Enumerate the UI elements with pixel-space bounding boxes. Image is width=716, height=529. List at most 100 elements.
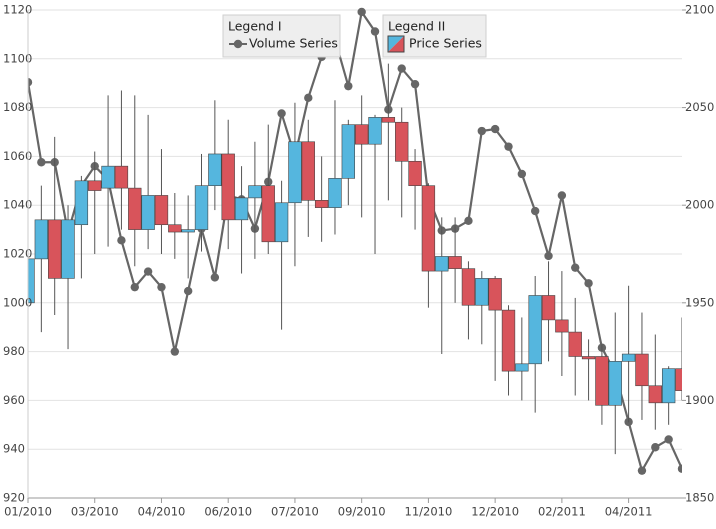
candle-body [181,229,195,233]
line-point [277,109,286,118]
line-point [544,251,553,261]
y-tick-label: 1060 [3,149,32,163]
line-point [37,158,46,167]
line-point [530,206,540,216]
candle-body [488,278,502,311]
line-point [677,464,682,473]
candle-body [475,278,489,306]
x-tick-label: 02/2011 [538,505,586,519]
candle-body [141,195,155,230]
candle-body [61,219,75,279]
candle-body [48,219,62,279]
candle-body [661,368,676,404]
candle-body [248,185,262,199]
y-tick-label: 960 [3,393,25,407]
candle-body [341,124,356,179]
y-tick-label: 1020 [3,247,32,261]
candle-body [368,117,382,145]
x-tick-label: 01/2010 [4,505,52,519]
candle-body [635,353,649,387]
candle-body [261,185,275,243]
line-point [157,282,166,292]
candle-body [88,180,102,191]
y-tick-label: 1000 [3,295,32,309]
line-point [464,216,473,226]
candle-body [328,178,342,208]
candle-body [234,197,249,221]
x-tick-label: 06/2010 [204,505,252,519]
line-point [557,191,567,200]
candle-body [541,295,556,321]
candle-body [555,319,569,333]
line-point [410,79,420,89]
candle-body [581,356,596,360]
line-point [357,7,366,17]
candle-body [354,124,369,145]
line-point [477,126,486,136]
candle-body [221,153,235,221]
x-tick-label: 12/2010 [471,505,519,519]
candle-body [101,165,115,189]
candle-body [408,160,422,186]
y2-tick-label: 1850 [685,491,714,505]
candle-body [74,180,89,226]
candle-body [501,309,516,372]
line-point [28,78,33,87]
candle-body [395,121,409,162]
candle-body [208,153,222,186]
y-tick-label: 1080 [3,100,32,114]
x-tick-label: 09/2010 [338,505,386,519]
y-tick-label: 1100 [3,51,32,65]
line-point [304,93,313,103]
legend-swatch [233,39,243,49]
candle-body [528,295,542,365]
candle-body [168,224,182,233]
line-point [490,124,500,134]
legend-label: Volume Series [249,36,338,51]
line-point [637,466,647,475]
x-tick-label: 07/2010 [271,505,319,519]
x-tick-label: 04/2010 [138,505,186,519]
line-point [344,81,353,91]
legend-title: Legend II [388,19,445,34]
y2-tick-label: 2000 [685,198,714,212]
line-point [584,279,593,288]
line-point [130,282,139,292]
line-point [143,267,153,276]
candle-body [288,141,302,204]
line-point [370,27,380,36]
candle-body [301,141,315,201]
candle-body [515,363,529,372]
candle-body [274,202,289,243]
line-point [651,443,660,452]
legend-label: Price Series [409,36,482,51]
candle-body [648,385,662,404]
y2-tick-label: 2050 [685,100,714,114]
legend-swatch [387,35,405,53]
line-point [517,169,527,179]
candle-body [128,187,142,230]
x-tick-label: 03/2010 [71,505,119,519]
line-point [183,286,193,296]
candle-body [461,268,476,306]
y2-tick-label: 1950 [685,295,714,309]
y-tick-label: 940 [3,442,25,456]
candle-body [314,200,329,208]
candle-body [34,219,49,260]
candle-body [435,256,449,272]
y-tick-label: 980 [3,344,25,358]
legend-title: Legend I [228,19,282,34]
candle-body [194,185,209,230]
legend-swatch [388,36,404,52]
line-point [571,263,580,272]
candle-body [448,256,462,269]
y2-tick-label: 1900 [685,393,714,407]
candle-body [621,353,636,362]
line-point [504,142,513,151]
candle-body [595,356,609,406]
candle-body [28,258,35,304]
line-point [397,64,406,73]
candle-body [421,185,436,272]
legend-box [222,14,341,58]
